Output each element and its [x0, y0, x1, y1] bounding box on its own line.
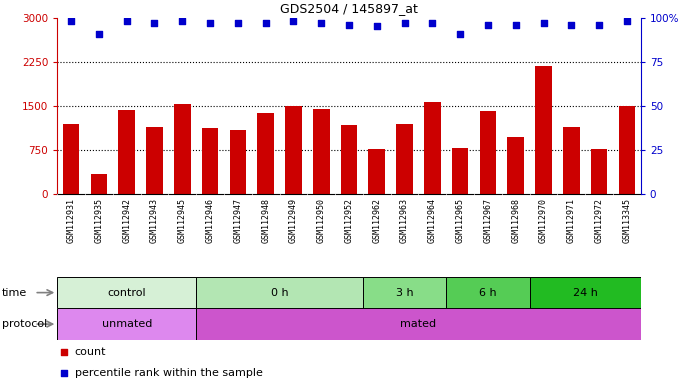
- Text: GSM112935: GSM112935: [94, 199, 103, 243]
- Point: [510, 22, 521, 28]
- Point: [593, 22, 604, 28]
- Text: GSM112943: GSM112943: [150, 199, 159, 243]
- Point: [482, 22, 493, 28]
- Point: [407, 258, 418, 265]
- Bar: [230, 129, 246, 194]
- Bar: [285, 106, 302, 194]
- Text: GSM112949: GSM112949: [289, 199, 298, 243]
- Bar: [507, 137, 524, 194]
- Bar: [591, 149, 607, 194]
- Text: 0 h: 0 h: [271, 288, 288, 298]
- Point: [94, 30, 105, 36]
- Point: [371, 23, 383, 30]
- Bar: [446, 277, 530, 308]
- Bar: [57, 277, 196, 308]
- Text: GSM112962: GSM112962: [372, 199, 381, 243]
- Text: GSM112931: GSM112931: [66, 199, 75, 243]
- Bar: [119, 110, 135, 194]
- Text: GSM112950: GSM112950: [317, 199, 326, 243]
- Bar: [57, 308, 196, 340]
- Text: GSM112968: GSM112968: [511, 199, 520, 243]
- Text: GSM112965: GSM112965: [456, 199, 465, 243]
- Point: [177, 18, 188, 24]
- Text: GSM112971: GSM112971: [567, 199, 576, 243]
- Text: GSM112970: GSM112970: [539, 199, 548, 243]
- Text: GSM112948: GSM112948: [261, 199, 270, 243]
- Bar: [530, 277, 641, 308]
- Text: 24 h: 24 h: [573, 288, 597, 298]
- Point: [288, 18, 299, 24]
- Bar: [480, 111, 496, 194]
- Point: [315, 20, 327, 26]
- Bar: [452, 148, 468, 194]
- Bar: [196, 308, 641, 340]
- Text: GSM112967: GSM112967: [484, 199, 492, 243]
- Bar: [174, 104, 191, 194]
- Bar: [146, 127, 163, 194]
- Text: count: count: [75, 347, 106, 357]
- Point: [621, 18, 632, 24]
- Bar: [202, 128, 218, 194]
- Bar: [341, 125, 357, 194]
- Bar: [196, 277, 363, 308]
- Text: GSM112942: GSM112942: [122, 199, 131, 243]
- Text: 6 h: 6 h: [479, 288, 497, 298]
- Bar: [563, 127, 579, 194]
- Text: GSM112972: GSM112972: [595, 199, 604, 243]
- Text: GSM112946: GSM112946: [206, 199, 214, 243]
- Text: 3 h: 3 h: [396, 288, 413, 298]
- Bar: [363, 277, 446, 308]
- Text: unmated: unmated: [101, 319, 152, 329]
- Point: [343, 22, 355, 28]
- Text: GSM112952: GSM112952: [345, 199, 353, 243]
- Text: control: control: [107, 288, 146, 298]
- Point: [121, 18, 133, 24]
- Point: [454, 30, 466, 36]
- Bar: [91, 174, 107, 194]
- Point: [205, 20, 216, 26]
- Bar: [618, 106, 635, 194]
- Point: [232, 20, 244, 26]
- Title: GDS2504 / 145897_at: GDS2504 / 145897_at: [280, 2, 418, 15]
- Text: mated: mated: [401, 319, 436, 329]
- Bar: [424, 103, 440, 194]
- Point: [149, 20, 160, 26]
- Bar: [369, 149, 385, 194]
- Text: protocol: protocol: [2, 319, 47, 329]
- Point: [399, 20, 410, 26]
- Bar: [63, 124, 80, 194]
- Text: GSM112964: GSM112964: [428, 199, 437, 243]
- Text: GSM112945: GSM112945: [178, 199, 187, 243]
- Text: percentile rank within the sample: percentile rank within the sample: [75, 368, 262, 378]
- Point: [565, 22, 577, 28]
- Bar: [258, 113, 274, 194]
- Point: [407, 70, 418, 76]
- Bar: [313, 109, 329, 194]
- Point: [66, 18, 77, 24]
- Text: GSM112963: GSM112963: [400, 199, 409, 243]
- Text: GSM112947: GSM112947: [233, 199, 242, 243]
- Point: [426, 20, 438, 26]
- Text: GSM113345: GSM113345: [623, 199, 632, 243]
- Text: time: time: [2, 288, 27, 298]
- Bar: [535, 66, 552, 194]
- Point: [260, 20, 272, 26]
- Point: [538, 20, 549, 26]
- Bar: [396, 124, 413, 194]
